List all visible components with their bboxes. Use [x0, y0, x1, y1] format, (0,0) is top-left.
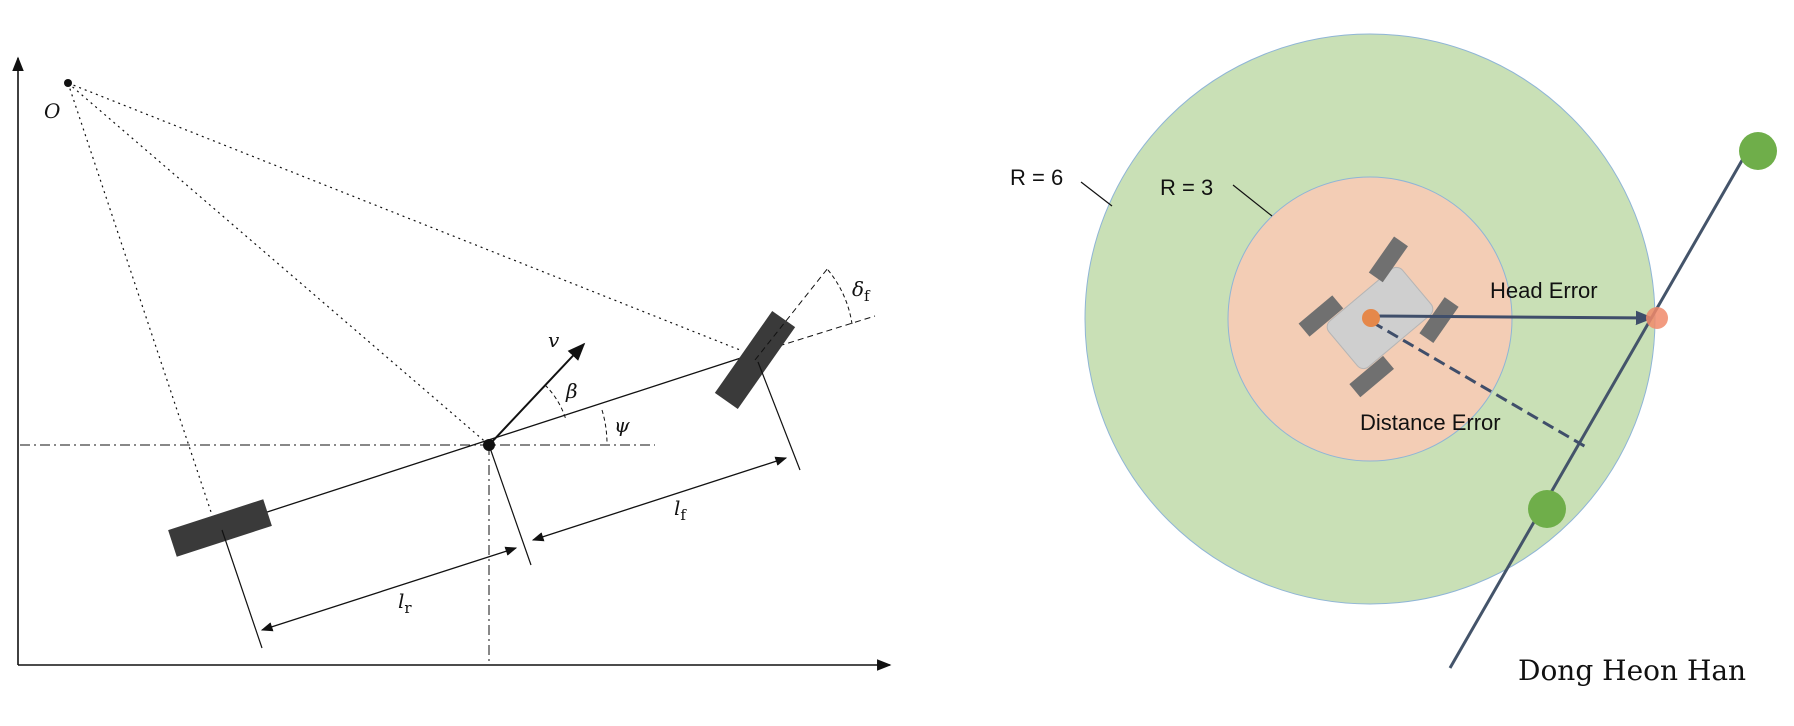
icr-lines — [67, 82, 741, 516]
author-label: Dong Heon Han — [1518, 654, 1746, 687]
vehicle-wheel — [1368, 236, 1408, 283]
velocity-label: v — [548, 328, 560, 352]
outer-radius-label: R = 6 — [1010, 165, 1063, 190]
outer-radius-leader — [1080, 181, 1113, 207]
tracking-error-diagram — [1080, 33, 1777, 669]
waypoint-end — [1739, 132, 1777, 170]
head-error-label: Head Error — [1490, 278, 1598, 303]
front-dim-tick — [757, 361, 801, 471]
slip-angle-label: β — [565, 379, 578, 403]
origin-label: O — [44, 99, 60, 123]
origin-point — [64, 79, 72, 87]
beta-angle-arc — [544, 384, 567, 421]
head-error-arrow — [1371, 310, 1654, 326]
cg-dim-tick — [488, 444, 532, 566]
vehicle-wheel — [1349, 355, 1395, 398]
rear-dim-tick — [221, 529, 263, 649]
inner-radius-leader — [1232, 184, 1273, 217]
distance-error-label: Distance Error — [1360, 410, 1501, 435]
yaw-angle-label: ψ — [614, 413, 630, 437]
rear-length-label: lr — [398, 589, 412, 617]
distance-error-line — [1371, 320, 1587, 449]
path-line — [1448, 149, 1750, 669]
steer-angle-arc — [827, 269, 853, 325]
rear-length-arrow — [260, 546, 518, 632]
velocity-arrow — [488, 342, 586, 446]
lookahead-point — [1646, 307, 1668, 329]
steer-angle-label: δf — [852, 277, 871, 305]
front-length-arrow — [531, 456, 788, 542]
front-length-label: lf — [674, 496, 687, 524]
inner-radius-label: R = 3 — [1160, 175, 1213, 200]
vehicle-wheel — [1419, 297, 1459, 343]
waypoint-start — [1528, 490, 1566, 528]
psi-angle-arc — [601, 409, 608, 446]
vehicle-axis — [217, 354, 751, 529]
bicycle-model-diagram — [12, 56, 892, 671]
rear-wheel — [168, 499, 272, 557]
vehicle-center-point — [1362, 309, 1380, 327]
vehicle-wheel — [1298, 295, 1344, 337]
